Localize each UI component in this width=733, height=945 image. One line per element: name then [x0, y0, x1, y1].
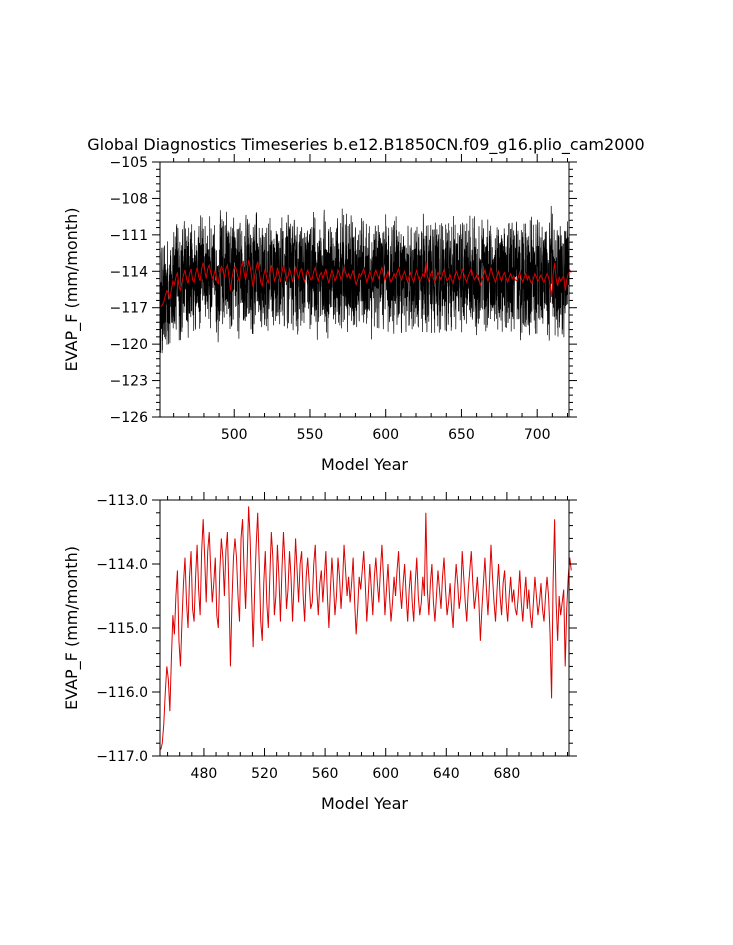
y-tick-label: −115.0 [96, 621, 148, 637]
x-tick-label: 480 [191, 766, 218, 782]
annual-mean-series-line [160, 260, 572, 307]
y-tick-label: −117 [110, 301, 148, 317]
y-axis-label: EVAP_F (mm/month) [62, 546, 82, 710]
y-tick-label: −123 [110, 374, 148, 390]
chart-title: Global Diagnostics Timeseries b.e12.B185… [87, 135, 644, 155]
x-tick-label: 600 [372, 427, 399, 443]
y-axis-label: EVAP_F (mm/month) [62, 208, 82, 372]
y-tick-label: −114.0 [96, 557, 148, 573]
x-axis-label: Model Year [321, 794, 408, 813]
x-tick-label: 650 [448, 427, 475, 443]
y-tick-label: −108 [110, 191, 148, 207]
x-tick-label: 700 [524, 427, 551, 443]
x-axis-label: Model Year [321, 455, 408, 474]
monthly-timeseries-panel: 500 550 600 650 700 −126 −123 −120 −117 −114 −111 −… [62, 154, 577, 474]
y-tick-label: −111 [110, 228, 148, 244]
y-tick-label: −126 [110, 410, 149, 426]
x-tick-label: 500 [221, 427, 248, 443]
y-tick-label: −120 [110, 337, 148, 353]
x-tick-label: 680 [494, 766, 521, 782]
monthly-series-line [159, 205, 570, 354]
y-tick-label: −113.0 [96, 493, 148, 509]
plot-frame [159, 161, 570, 418]
annual-mean-series-line [160, 506, 572, 750]
x-tick-label: 550 [297, 427, 324, 443]
x-tick-label: 640 [433, 766, 460, 782]
x-tick-label: 560 [312, 766, 339, 782]
annual-mean-panel: 480 520 560 600 640 680 −117.0 −116.0 −115.0 −114… [62, 492, 577, 813]
x-tick-label: 520 [251, 766, 278, 782]
y-tick-label: −116.0 [96, 685, 148, 701]
x-tick-label: 600 [372, 766, 399, 782]
y-tick-label: −117.0 [96, 749, 148, 765]
y-tick-label: −105 [110, 155, 148, 171]
y-tick-label: −114 [110, 264, 149, 280]
